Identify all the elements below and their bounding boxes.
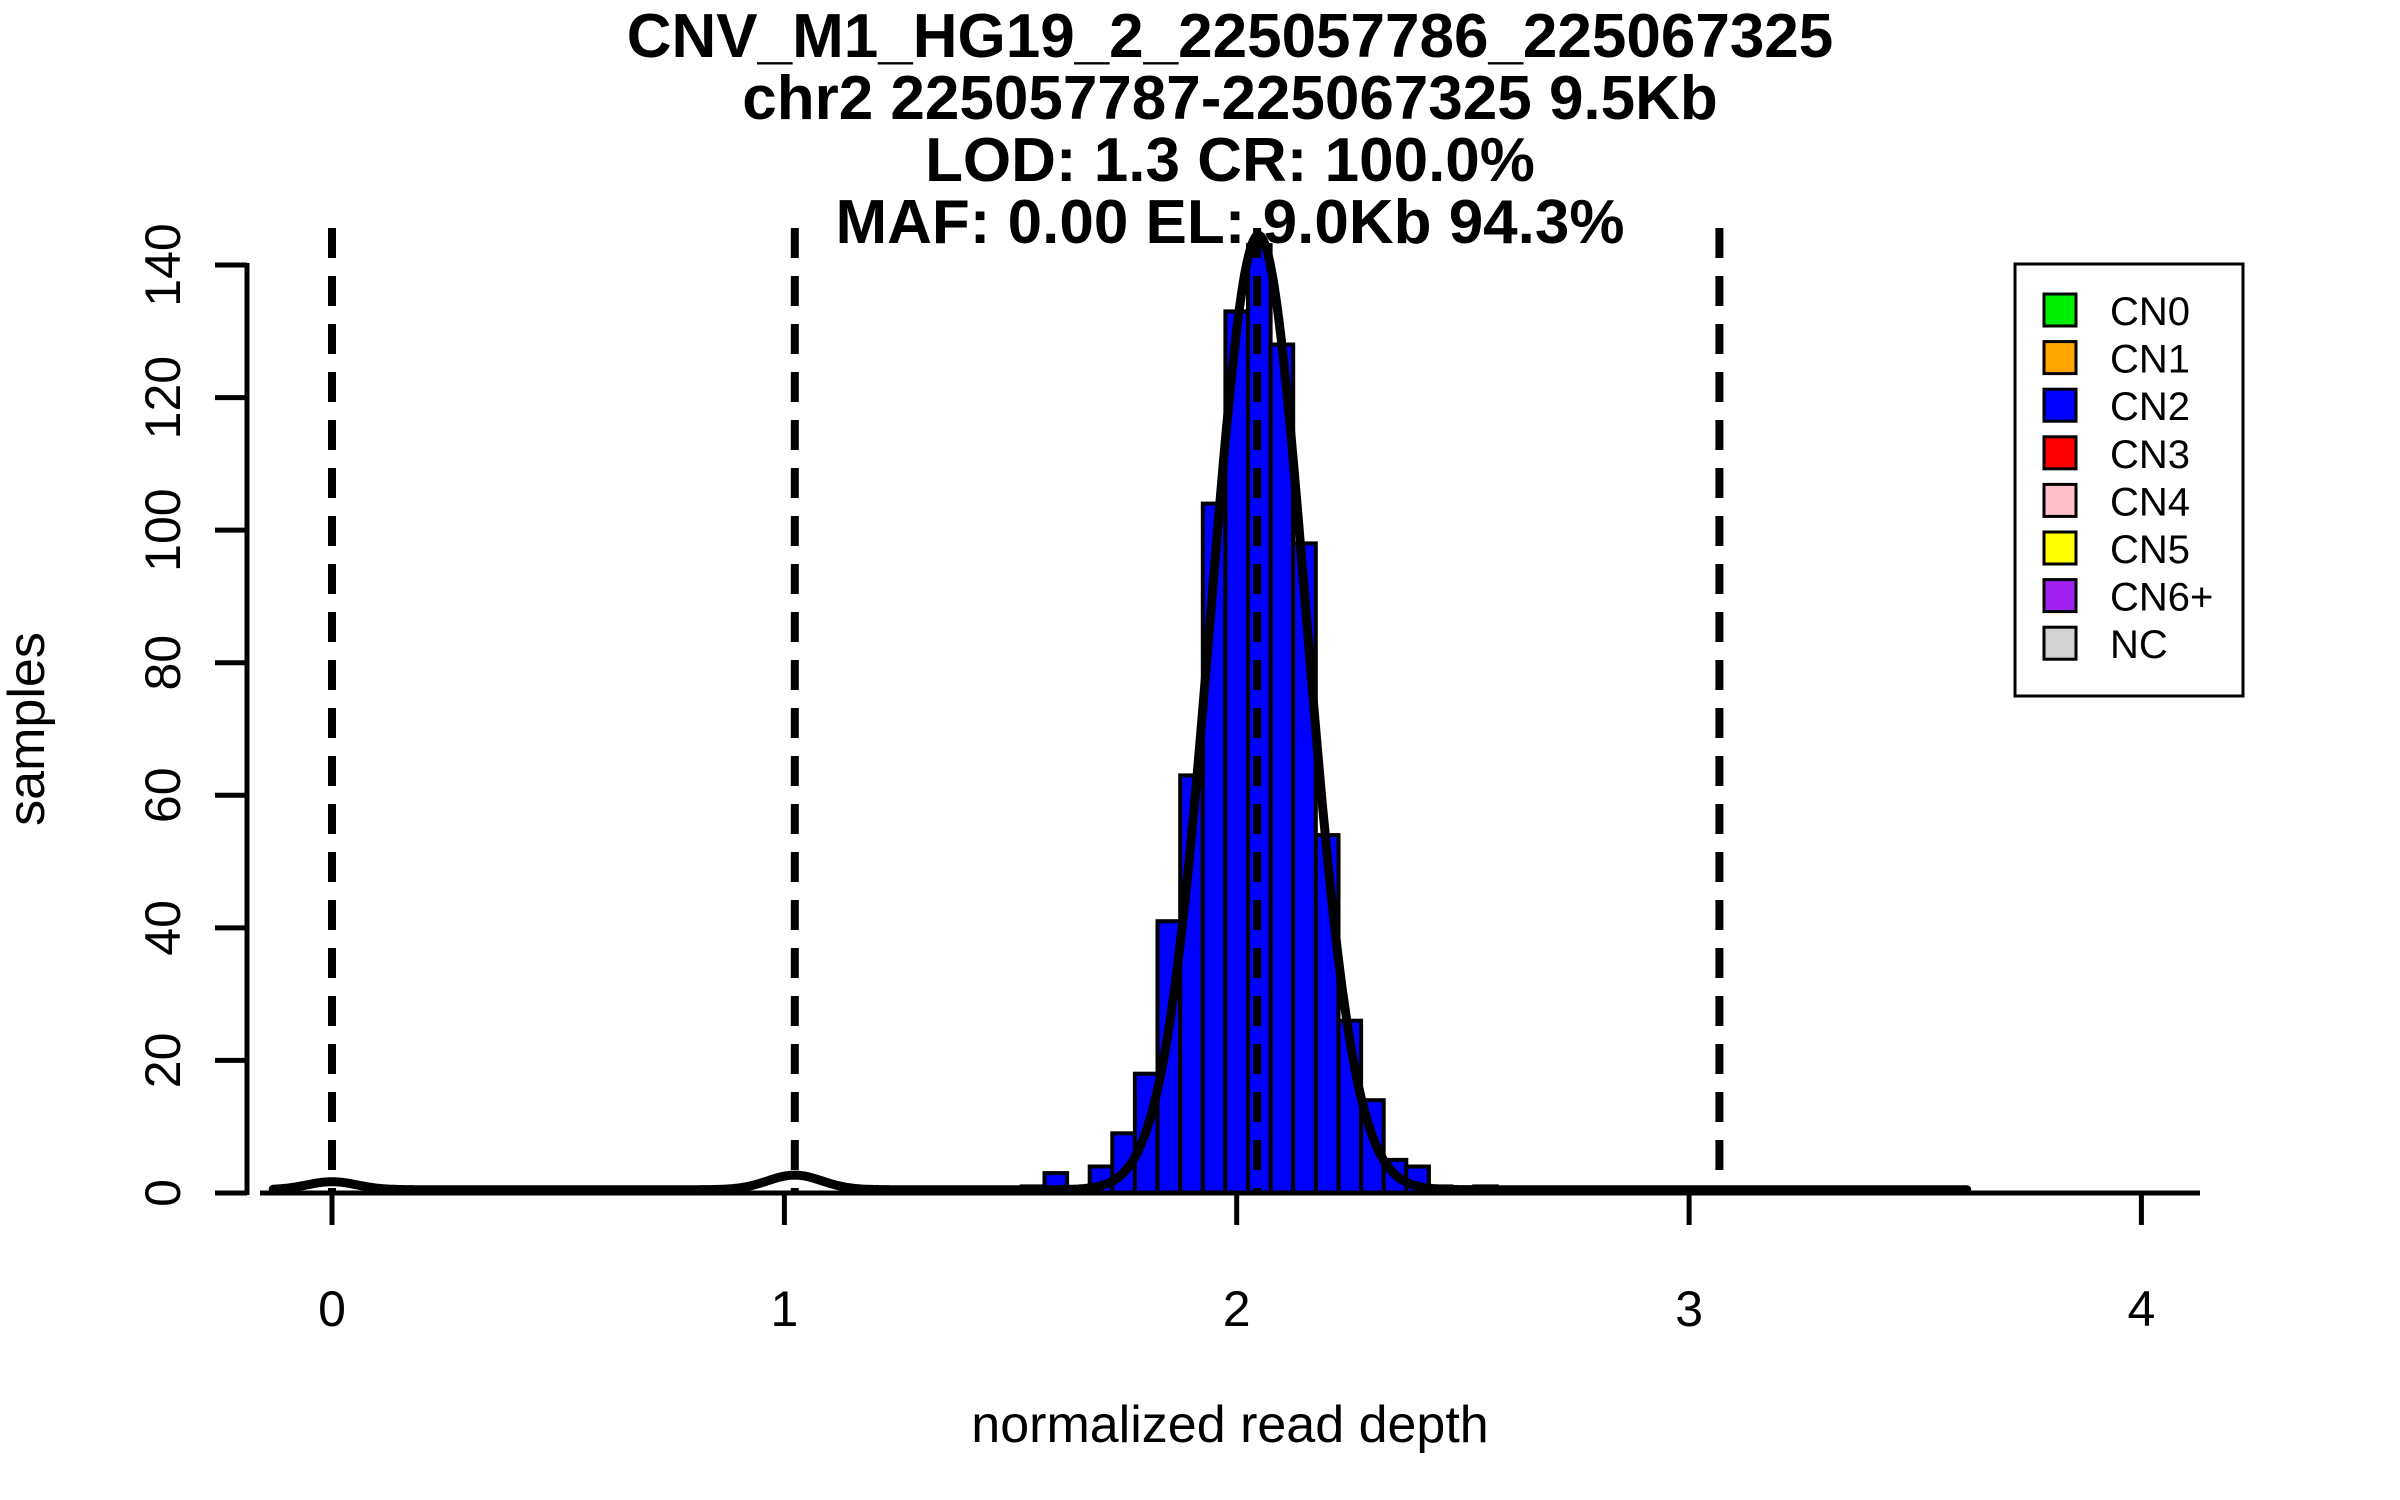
legend-label: CN0 <box>2110 290 2190 334</box>
title-line-4: MAF: 0.00 EL: 9.0Kb 94.3% <box>835 188 1624 257</box>
y-tick-label: 140 <box>135 223 191 306</box>
y-tick-label: 0 <box>135 1179 191 1207</box>
y-tick-label: 120 <box>135 356 191 439</box>
legend-swatch-cn4 <box>2042 482 2078 518</box>
legend-label: CN5 <box>2110 528 2190 572</box>
x-axis-label: normalized read depth <box>971 1396 1488 1454</box>
legend-swatch-cn5 <box>2042 530 2078 566</box>
y-tick-label: 40 <box>135 900 191 956</box>
legend-swatch-cn1 <box>2042 340 2078 376</box>
density-curve <box>268 230 1972 1195</box>
x-tick-label: 0 <box>318 1281 346 1337</box>
legend-label: CN1 <box>2110 338 2190 382</box>
x-tick-label: 4 <box>2127 1281 2155 1337</box>
x-tick-label: 1 <box>770 1281 798 1337</box>
density-curve-layer <box>268 230 1972 1195</box>
legend-box <box>2013 262 2245 698</box>
legend-label: CN3 <box>2110 433 2190 477</box>
title-line-2: chr2 225057787-225067325 9.5Kb <box>742 64 1718 133</box>
legend-label: CN2 <box>2110 385 2190 429</box>
y-tick-label: 20 <box>135 1033 191 1089</box>
title-line-3: LOD: 1.3 CR: 100.0% <box>925 126 1535 195</box>
dashed-vlines-layer <box>328 228 1724 1193</box>
y-tick-label: 80 <box>135 635 191 691</box>
y-tick-label: 60 <box>135 767 191 823</box>
legend-swatch-cn0 <box>2042 292 2078 328</box>
x-tick-label: 3 <box>1675 1281 1703 1337</box>
legend-swatch-cn2 <box>2042 387 2078 423</box>
y-tick-label: 100 <box>135 488 191 571</box>
y-axis-label: samples <box>0 632 56 826</box>
legend-swatch-cn6plus <box>2042 578 2078 614</box>
legend-label: CN6+ <box>2110 576 2213 620</box>
x-tick-label: 2 <box>1223 1281 1251 1337</box>
title-line-1: CNV_M1_HG19_2_225057786_225067325 <box>627 2 1834 71</box>
legend-label: NC <box>2110 623 2168 667</box>
legend-label: CN4 <box>2110 480 2190 524</box>
legend-swatch-cn3 <box>2042 435 2078 471</box>
legend-swatch-nc <box>2042 625 2078 661</box>
